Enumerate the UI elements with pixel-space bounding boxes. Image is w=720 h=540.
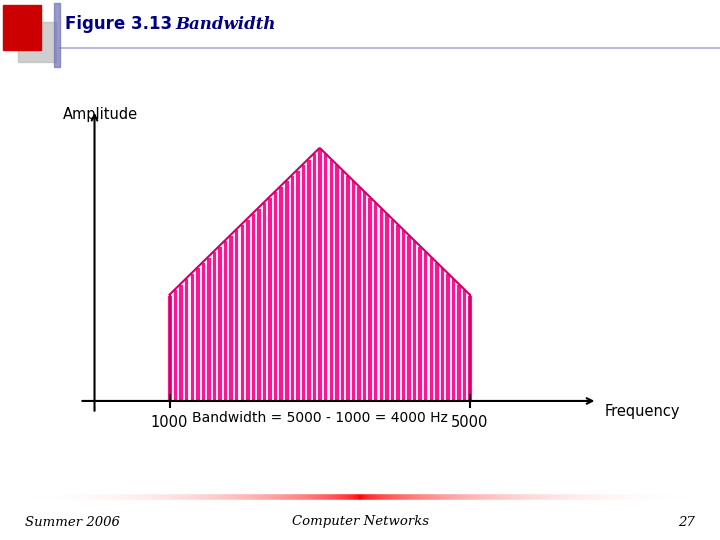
Bar: [273, 191, 277, 401]
Bar: [279, 186, 283, 401]
Bar: [217, 246, 222, 401]
Bar: [456, 284, 461, 401]
Bar: [267, 197, 272, 401]
Bar: [201, 262, 205, 401]
Bar: [228, 235, 233, 401]
Bar: [318, 148, 322, 401]
Bar: [356, 186, 361, 401]
Bar: [54, 3, 60, 67]
Text: Bandwidth = 5000 - 1000 = 4000 Hz: Bandwidth = 5000 - 1000 = 4000 Hz: [192, 411, 448, 425]
Bar: [395, 224, 400, 401]
Bar: [462, 289, 467, 401]
Text: Amplitude: Amplitude: [63, 107, 138, 123]
Bar: [345, 175, 350, 401]
Bar: [384, 213, 389, 401]
Bar: [251, 213, 255, 401]
Bar: [467, 295, 472, 401]
Bar: [390, 219, 394, 401]
Text: Computer Networks: Computer Networks: [292, 516, 428, 529]
Bar: [306, 159, 311, 401]
Text: Summer 2006: Summer 2006: [25, 516, 120, 529]
Bar: [367, 197, 372, 401]
Text: 27: 27: [678, 516, 695, 529]
Bar: [295, 170, 300, 401]
Bar: [167, 295, 172, 401]
Bar: [323, 153, 328, 401]
Bar: [262, 202, 266, 401]
Text: 1000: 1000: [151, 415, 188, 430]
Text: Frequency: Frequency: [605, 403, 680, 418]
Bar: [289, 175, 294, 401]
Text: 5000: 5000: [451, 415, 488, 430]
Bar: [184, 278, 189, 401]
Bar: [379, 208, 383, 401]
Bar: [189, 273, 194, 401]
Bar: [373, 202, 377, 401]
Text: Bandwidth: Bandwidth: [175, 16, 276, 32]
Bar: [234, 230, 238, 401]
Bar: [223, 240, 228, 401]
Bar: [412, 240, 416, 401]
Bar: [334, 164, 338, 401]
Bar: [312, 153, 316, 401]
Bar: [3, 5, 41, 50]
Bar: [351, 180, 355, 401]
Bar: [18, 22, 56, 62]
Bar: [256, 208, 261, 401]
Bar: [301, 164, 305, 401]
Bar: [423, 251, 428, 401]
Bar: [284, 180, 289, 401]
Bar: [418, 246, 422, 401]
Bar: [245, 219, 250, 401]
Bar: [240, 224, 244, 401]
Bar: [401, 230, 405, 401]
Bar: [428, 256, 433, 401]
Bar: [206, 256, 211, 401]
Bar: [362, 191, 366, 401]
Text: Figure 3.13: Figure 3.13: [65, 15, 172, 33]
Bar: [195, 267, 199, 401]
Bar: [451, 278, 455, 401]
Bar: [340, 170, 344, 401]
Bar: [406, 235, 411, 401]
Bar: [328, 159, 333, 401]
Bar: [179, 284, 183, 401]
Bar: [434, 262, 438, 401]
Bar: [445, 273, 450, 401]
Bar: [173, 289, 177, 401]
Bar: [440, 267, 444, 401]
Bar: [212, 251, 216, 401]
